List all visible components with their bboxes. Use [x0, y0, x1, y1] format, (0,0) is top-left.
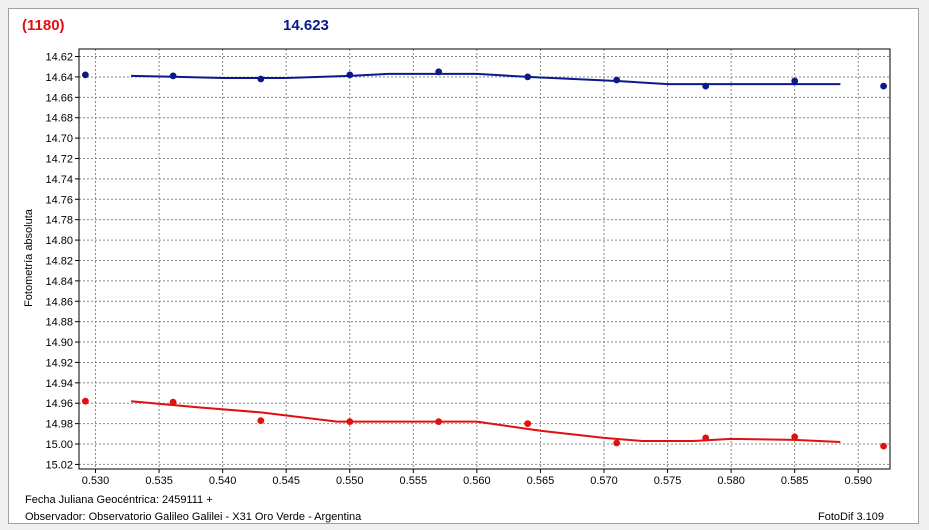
julian-date-label: Fecha Juliana Geocéntrica: 2459111 +: [25, 494, 213, 506]
series-0-point: [791, 77, 799, 85]
y-tick-label: 14.74: [45, 174, 73, 186]
x-tick-label: 0.530: [82, 475, 110, 487]
x-tick-label: 0.545: [272, 475, 300, 487]
series-0-point: [880, 82, 887, 90]
y-tick-label: 14.68: [45, 113, 73, 125]
y-axis-ticks: 14.62 14.64 14.66 14.68 14.70 14.72 14.74 14.76…: [45, 52, 79, 471]
series-1-fit-line: [131, 400, 841, 443]
software-version: FotoDif 3.109: [818, 511, 885, 523]
series-1-point: [257, 417, 265, 424]
series-0-point: [613, 76, 621, 84]
y-tick-label: 14.76: [45, 194, 73, 206]
x-axis-ticks: 0.530 0.535 0.540 0.545 0.550 0.555 0.560 0.565…: [82, 469, 872, 487]
series-0-point: [702, 82, 710, 90]
y-tick-label: 14.98: [45, 419, 73, 431]
series-1: [82, 397, 887, 450]
window-edge: [919, 8, 929, 524]
y-tick-label: 14.88: [45, 317, 73, 329]
series-1-point: [613, 439, 621, 447]
x-tick-label: 0.585: [781, 475, 809, 487]
y-tick-label: 14.66: [45, 92, 73, 104]
grid: [79, 49, 890, 469]
y-tick-label: 14.94: [45, 378, 73, 390]
x-tick-label: 0.590: [844, 475, 872, 487]
series-1-point: [435, 418, 443, 425]
series-1-point: [524, 420, 532, 427]
series: [82, 68, 887, 450]
series-0-fit-line: [131, 72, 841, 86]
series-0-point: [524, 73, 532, 81]
series-1-point: [791, 433, 799, 441]
series-1-point: [346, 418, 354, 425]
y-tick-label: 14.96: [45, 398, 73, 410]
x-tick-label: 0.575: [654, 475, 682, 487]
y-tick-label: 14.82: [45, 255, 73, 267]
y-tick-label: 14.72: [45, 154, 73, 166]
x-tick-label: 0.580: [717, 475, 745, 487]
y-tick-label: 14.86: [45, 296, 73, 308]
series-0-point: [435, 68, 443, 76]
y-tick-label: 15.02: [45, 459, 73, 471]
y-tick-label: 15.00: [45, 439, 73, 451]
x-tick-label: 0.535: [145, 475, 173, 487]
series-1-point: [702, 434, 710, 442]
x-tick-label: 0.540: [209, 475, 237, 487]
observer-label: Observador: Observatorio Galileo Galilei…: [25, 511, 362, 523]
object-id-label: (1180): [22, 17, 65, 34]
chart-panel: [8, 8, 919, 524]
series-0-point: [169, 72, 177, 80]
y-tick-label: 14.80: [45, 235, 73, 247]
x-tick-label: 0.560: [463, 475, 491, 487]
series-1-point: [880, 442, 887, 450]
y-tick-label: 14.70: [45, 133, 73, 145]
series-1-point: [82, 397, 89, 405]
y-tick-label: 14.64: [45, 72, 73, 84]
y-tick-label: 14.78: [45, 215, 73, 227]
series-0: [82, 68, 887, 90]
x-tick-label: 0.550: [336, 475, 364, 487]
series-0-point: [257, 75, 265, 83]
y-tick-label: 14.84: [45, 276, 73, 288]
series-1-point: [169, 398, 177, 406]
y-axis-label: Fotometría absoluta: [23, 208, 35, 307]
y-tick-label: 14.62: [45, 52, 73, 64]
y-tick-label: 14.90: [45, 337, 73, 349]
y-tick-label: 14.92: [45, 357, 73, 369]
x-tick-label: 0.570: [590, 475, 618, 487]
x-tick-label: 0.565: [527, 475, 555, 487]
plot-area: [78, 48, 891, 470]
x-tick-label: 0.555: [400, 475, 428, 487]
magnitude-label: 14.623: [283, 17, 329, 34]
series-0-point: [82, 71, 89, 79]
series-0-point: [346, 71, 354, 79]
